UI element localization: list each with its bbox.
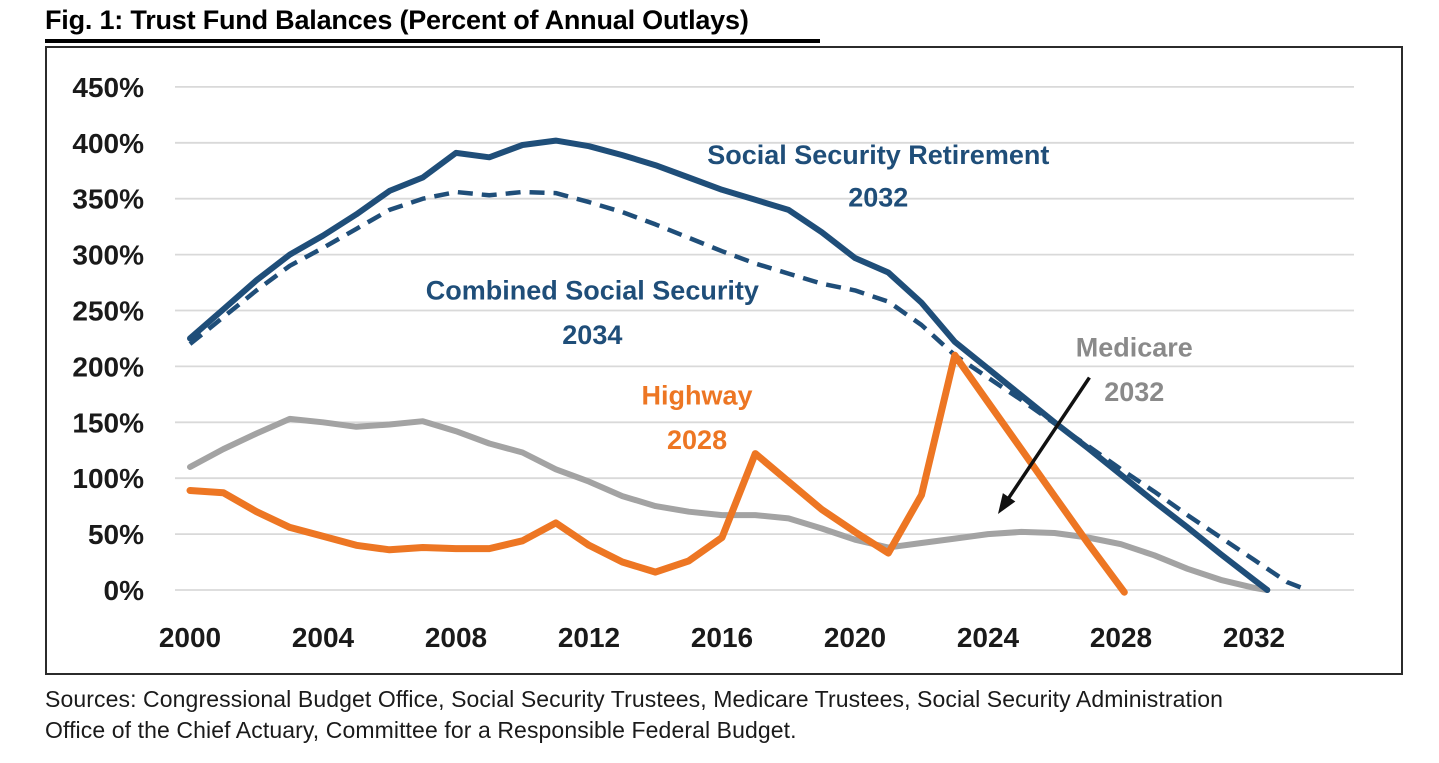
series-label: Highway [642, 380, 753, 410]
y-axis-tick-label: 300% [72, 240, 144, 271]
series-label: 2034 [562, 320, 622, 350]
x-axis-tick-label: 2032 [1223, 622, 1285, 653]
x-axis-tick-label: 2020 [824, 622, 886, 653]
series-label: 2028 [667, 425, 727, 455]
y-axis-tick-label: 450% [72, 72, 144, 103]
series-label: 2032 [1104, 377, 1164, 407]
x-axis-tick-label: 2000 [159, 622, 221, 653]
y-axis-tick-label: 50% [88, 519, 144, 550]
y-axis-tick-label: 200% [72, 351, 144, 382]
annotation-arrowhead [997, 493, 1016, 514]
series-label: Social Security Retirement [707, 140, 1049, 170]
series-label: Combined Social Security [426, 275, 759, 305]
trust-fund-balances-chart: 0% 50% 100% 150% 200% 250% 300% 350% 400% 450% 200… [72, 72, 1354, 653]
sources-line-1: Sources: Congressional Budget Office, So… [45, 686, 1224, 712]
sources-line-2: Office of the Chief Actuary, Committee f… [45, 716, 797, 743]
figure-title: Fig. 1: Trust Fund Balances (Percent of … [45, 5, 820, 43]
y-axis-tick-label: 250% [72, 296, 144, 327]
series-label: Medicare [1076, 332, 1193, 362]
y-axis-tick-label: 400% [72, 128, 144, 159]
y-axis-tick-label: 350% [72, 184, 144, 215]
x-axis-tick-label: 2004 [292, 622, 355, 653]
x-axis-tick-label: 2028 [1090, 622, 1152, 653]
sources-note: Sources: Congressional Budget Office, So… [45, 684, 1405, 745]
annotation-arrow-line [1005, 376, 1091, 502]
y-axis-tick-label: 0% [104, 575, 145, 606]
series-line-highway [186, 351, 1128, 596]
series-line-combined-social-security [188, 189, 1309, 593]
x-axis-tick-label: 2024 [957, 622, 1020, 653]
series-label: 2032 [848, 183, 908, 213]
y-axis-tick-label: 100% [72, 463, 144, 494]
y-axis-tick-label: 150% [72, 407, 144, 438]
x-axis-tick-label: 2008 [425, 622, 487, 653]
series-line-social-security-retirement [187, 137, 1271, 593]
x-axis-tick-label: 2016 [691, 622, 753, 653]
chart-frame: 0% 50% 100% 150% 200% 250% 300% 350% 400% 450% 200… [45, 46, 1403, 675]
series-line-medicare [187, 415, 1271, 593]
x-axis-tick-label: 2012 [558, 622, 620, 653]
